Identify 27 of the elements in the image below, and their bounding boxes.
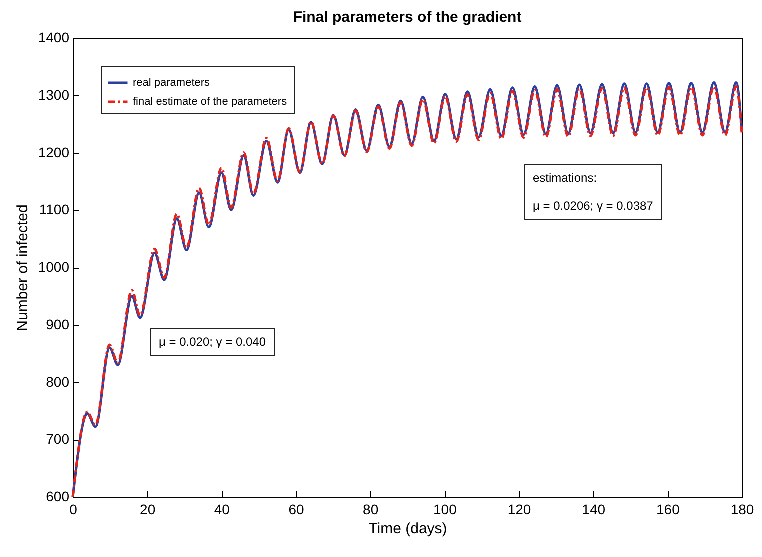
x-tick-label: 20 (140, 502, 156, 518)
x-tick-label: 160 (656, 502, 680, 518)
annotation: μ = 0.0206; γ = 0.0387 (533, 199, 654, 213)
chart-title: Final parameters of the gradient (293, 9, 522, 26)
y-tick-label: 1100 (39, 202, 70, 218)
x-tick-label: 180 (730, 502, 754, 518)
y-tick-label: 700 (46, 431, 70, 448)
x-tick-label: 80 (363, 502, 379, 518)
y-tick-label: 600 (46, 488, 70, 504)
x-axis-title: Time (days) (368, 520, 448, 538)
x-tick-label: 0 (70, 502, 78, 518)
x-tick-label: 100 (433, 502, 458, 518)
y-tick-label: 1300 (38, 86, 70, 103)
y-tick-label: 900 (46, 316, 70, 332)
y-tick-label: 1400 (38, 30, 70, 46)
x-tick-label: 120 (508, 502, 532, 518)
annotation: μ = 0.020; γ = 0.040 (159, 335, 266, 349)
legend-label: final estimate of the parameters (133, 96, 288, 108)
x-tick-label: 40 (214, 502, 230, 518)
x-tick-label: 60 (288, 502, 304, 518)
y-axis-title: Number of infected (14, 204, 32, 332)
annotation: estimations: (533, 171, 598, 185)
y-tick-label: 1200 (38, 144, 70, 160)
x-tick-label: 140 (582, 502, 606, 518)
y-tick-label: 800 (46, 374, 70, 390)
y-tick-label: 1000 (38, 259, 70, 275)
legend-label: real parameters (133, 77, 211, 89)
